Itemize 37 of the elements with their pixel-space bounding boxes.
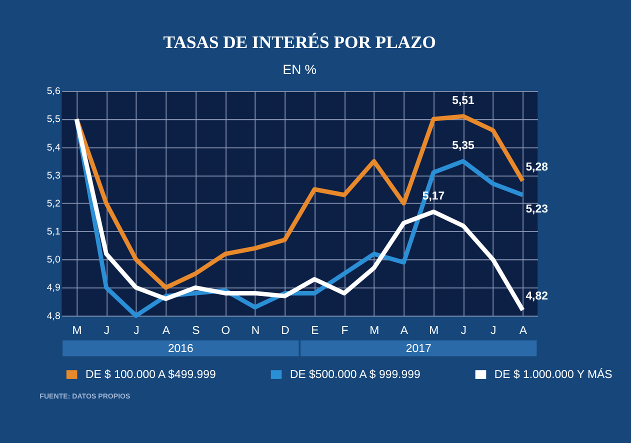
data-label: 4,82 — [526, 290, 548, 303]
y-tick-label: 5,5 — [46, 114, 60, 126]
data-label: 5,23 — [526, 204, 548, 216]
x-tick-label: M — [72, 324, 82, 337]
x-tick-label: N — [251, 324, 260, 337]
data-label: 5,35 — [452, 140, 475, 152]
y-tick-label: 4,9 — [46, 282, 60, 294]
x-tick-label: A — [519, 324, 528, 337]
x-tick-label: O — [221, 324, 230, 337]
legend-label: DE $500.000 A $ 999.999 — [290, 369, 420, 382]
y-tick-label: 5,2 — [46, 198, 60, 210]
x-tick-label: S — [192, 324, 200, 337]
y-tick-label: 5,6 — [46, 86, 60, 98]
y-tick-label: 4,8 — [46, 310, 60, 322]
x-tick-label: J — [104, 324, 110, 337]
y-tick-label: 5,3 — [46, 170, 60, 182]
data-label: 5,51 — [452, 94, 475, 107]
x-tick-label: A — [400, 324, 408, 337]
text: 2017 — [406, 342, 432, 355]
x-tick-label: M — [370, 324, 380, 337]
chart-subtitle: EN % — [282, 62, 317, 78]
x-tick-label: A — [162, 324, 170, 337]
x-tick-label: M — [429, 324, 439, 337]
chart-title: TASAS DE INTERÉS POR PLAZO — [163, 32, 436, 52]
text: 2016 — [168, 342, 194, 355]
x-tick-label: D — [281, 324, 290, 337]
x-tick-label: J — [490, 324, 496, 337]
y-tick-label: 5,4 — [46, 142, 61, 154]
legend-label: DE $ 100.000 A $499.999 — [85, 369, 216, 382]
data-label: 5,28 — [526, 161, 549, 174]
x-tick-label: F — [341, 324, 348, 337]
x-tick-label: J — [460, 324, 467, 337]
y-tick-label: 5,0 — [46, 254, 61, 266]
y-tick-label: 5,1 — [46, 226, 60, 238]
x-tick-label: E — [311, 324, 320, 337]
legend-label: DE $ 1.000.000 Y MÁS — [494, 368, 613, 382]
x-tick-label: J — [134, 324, 140, 337]
